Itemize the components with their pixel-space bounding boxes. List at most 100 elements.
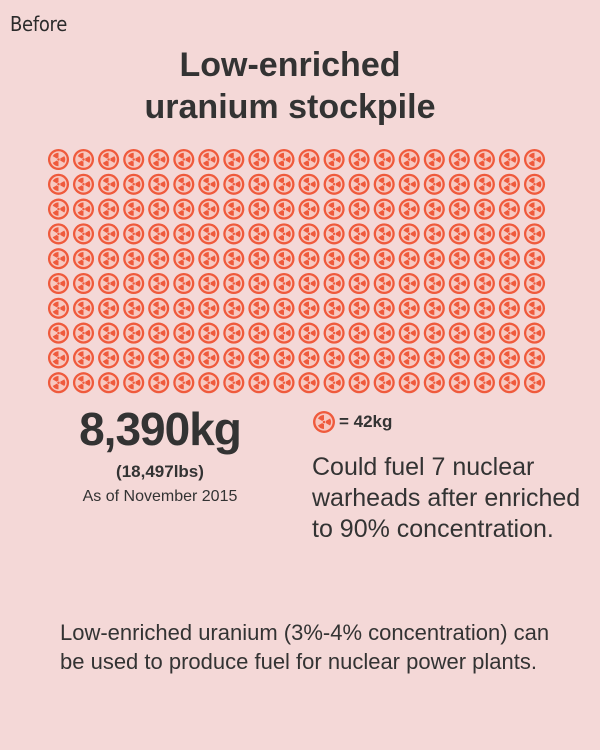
radiation-icon [148,372,170,394]
radiation-icon [373,347,395,369]
radiation-icon [248,322,270,344]
radiation-icon [123,173,145,195]
radiation-icon [423,372,445,394]
legend: = 42kg [312,410,392,434]
radiation-icon [473,297,495,319]
radiation-icon [223,148,245,171]
radiation-icon [98,322,120,344]
radiation-icon [398,198,420,220]
radiation-icon [198,248,220,270]
radiation-icon [223,297,245,319]
radiation-icon [248,297,270,319]
radiation-icon [98,347,120,369]
radiation-icon [473,148,495,171]
radiation-icon [173,148,195,171]
radiation-icon [148,347,170,369]
radiation-icon [473,272,495,295]
radiation-icon [198,297,220,319]
radiation-icon [323,248,345,270]
chart-title-line-1: Low-enriched [179,46,401,84]
radiation-icon [323,297,345,319]
radiation-icon [448,248,470,270]
radiation-icon [47,322,70,344]
radiation-icon [273,272,295,295]
radiation-icon [498,248,520,270]
radiation-icon [448,322,470,344]
radiation-icon [47,223,70,245]
radiation-icon [423,223,445,245]
radiation-icon [148,322,170,344]
radiation-icon [298,372,320,394]
radiation-icon [348,173,370,195]
radiation-icon [448,173,470,195]
radiation-icon [198,173,220,195]
radiation-icon [273,198,295,220]
radiation-icon [123,148,145,171]
radiation-icon [473,372,495,394]
radiation-icon [148,223,170,245]
radiation-icon [398,148,420,171]
radiation-icon [348,372,370,394]
radiation-icon [498,173,520,195]
radiation-icon [398,223,420,245]
radiation-icon [448,297,470,319]
radiation-icon [373,372,395,394]
radiation-icon [523,372,546,394]
radiation-icon [498,297,520,319]
radiation-icon [47,347,70,369]
radiation-icon [148,248,170,270]
radiation-icon [398,372,420,394]
radiation-icon [323,347,345,369]
radiation-icon [298,223,320,245]
radiation-icon [223,223,245,245]
radiation-icon [248,173,270,195]
radiation-icon [448,347,470,369]
radiation-icon [148,198,170,220]
radiation-icon [273,347,295,369]
radiation-icon [47,198,70,220]
radiation-icon [348,297,370,319]
radiation-icon [98,372,120,394]
radiation-icon [173,272,195,295]
radiation-icon [348,272,370,295]
radiation-icon [72,148,95,171]
radiation-icon [323,198,345,220]
radiation-icon [198,272,220,295]
chart-title: Low-enriched uranium stockpile [0,44,580,128]
radiation-icon [423,347,445,369]
radiation-icon [248,272,270,295]
radiation-icon [313,411,335,433]
radiation-icon [198,372,220,394]
radiation-icon [348,248,370,270]
radiation-icon [98,272,120,295]
radiation-icon [473,248,495,270]
radiation-icon [72,347,95,369]
radiation-icon [123,297,145,319]
radiation-icon [348,198,370,220]
radiation-icon [148,148,170,171]
radiation-icon [223,173,245,195]
radiation-icon [47,173,70,195]
radiation-icon [173,297,195,319]
radiation-icon [72,173,95,195]
radiation-icon [323,148,345,171]
radiation-icon [448,148,470,171]
radiation-icon [373,297,395,319]
radiation-icon [373,248,395,270]
radiation-icon [423,248,445,270]
radiation-icon [223,347,245,369]
radiation-icon [47,272,70,295]
radiation-icon [398,173,420,195]
radiation-icon [123,248,145,270]
radiation-icon [47,248,70,270]
radiation-icon [398,248,420,270]
radiation-icon [448,272,470,295]
radiation-icon [298,347,320,369]
radiation-icon [47,297,70,319]
radiation-icon [123,372,145,394]
radiation-icon [298,198,320,220]
radiation-icon [273,297,295,319]
radiation-icon [423,148,445,171]
radiation-icon [323,372,345,394]
radiation-icon [373,223,395,245]
